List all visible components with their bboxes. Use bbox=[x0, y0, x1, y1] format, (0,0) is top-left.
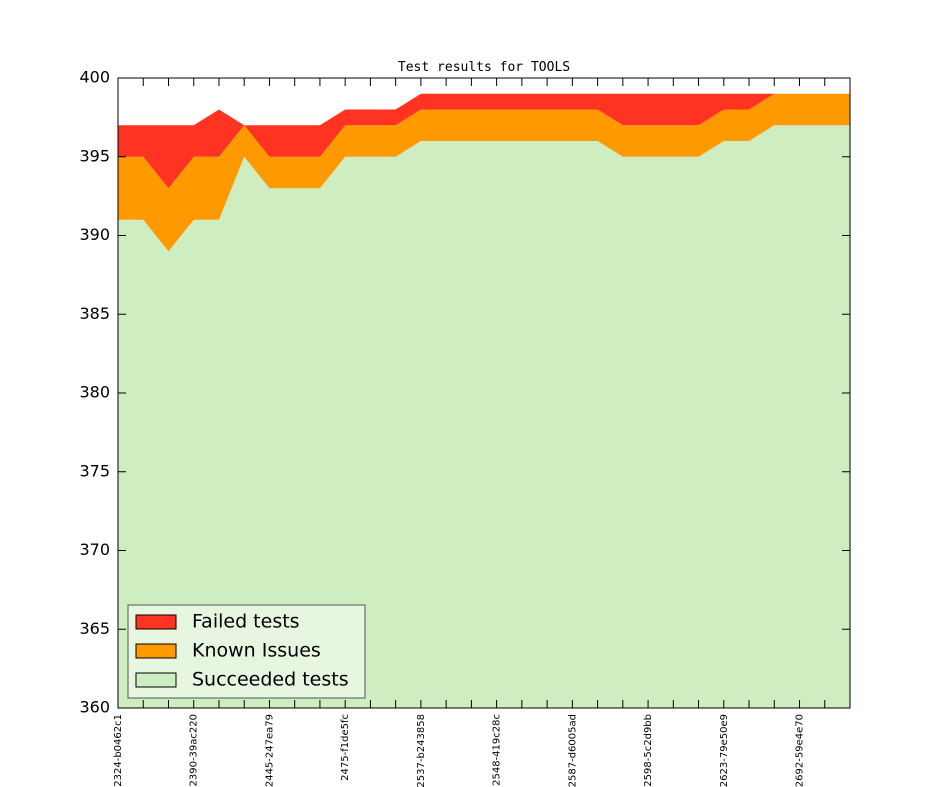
legend-label: Known Issues bbox=[192, 640, 321, 662]
y-tick-label: 400 bbox=[79, 68, 110, 87]
x-tick-label: 2445-247ea79 bbox=[264, 714, 275, 787]
legend-label: Failed tests bbox=[192, 611, 300, 633]
y-tick-label: 390 bbox=[79, 225, 110, 244]
chart-title: Test results for TOOLS bbox=[398, 60, 570, 75]
x-tick-label: 2324-b0462c1 bbox=[113, 714, 124, 787]
x-tick-label: 2598-5c2d9bb bbox=[643, 714, 654, 787]
y-tick-label: 380 bbox=[79, 383, 110, 402]
area bbox=[118, 93, 850, 189]
x-tick-label: 2692-59e4e70 bbox=[795, 714, 806, 787]
x-tick-label: 2587-d6005ad bbox=[567, 714, 578, 787]
x-tick-label: 2475-f1de5fc bbox=[340, 714, 351, 781]
y-tick-label: 360 bbox=[79, 698, 110, 717]
y-tick-label: 385 bbox=[79, 304, 110, 323]
area bbox=[118, 125, 850, 708]
area bbox=[118, 93, 850, 252]
y-tick-label: 395 bbox=[79, 146, 110, 165]
legend-label: Succeeded tests bbox=[192, 669, 349, 691]
x-tick-label: 2390-39ac220 bbox=[189, 714, 200, 787]
y-tick-label: 375 bbox=[79, 461, 110, 480]
legend-swatch bbox=[135, 614, 177, 630]
x-tick-label: 2548-419c28c bbox=[492, 714, 503, 786]
legend-swatch bbox=[135, 643, 177, 659]
x-tick-label: 2537-b243858 bbox=[416, 714, 427, 787]
y-tick-label: 365 bbox=[79, 619, 110, 638]
y-tick-label: 370 bbox=[79, 540, 110, 559]
plot-area bbox=[118, 93, 850, 708]
x-tick-label: 2623-79e50e9 bbox=[719, 714, 730, 787]
legend-swatch bbox=[135, 672, 177, 688]
